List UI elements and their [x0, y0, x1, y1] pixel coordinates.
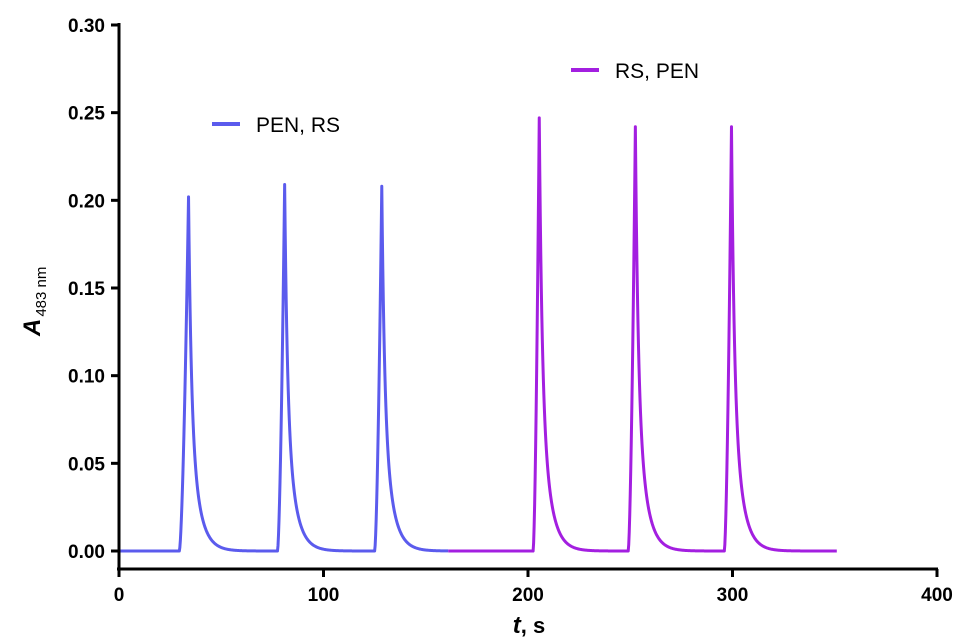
- y-tick-label: 0.20: [68, 191, 105, 212]
- y-axis-subscript: 483 nm: [33, 267, 50, 317]
- y-axis-title: A 483 nm: [19, 267, 50, 337]
- series-line: [448, 118, 837, 551]
- y-tick-label: 0.10: [68, 367, 105, 388]
- legend: PEN, RS RS, PEN: [212, 60, 699, 137]
- series-line: [119, 185, 448, 551]
- x-tick-label: 200: [512, 585, 544, 606]
- y-tick-label: 0.15: [68, 279, 105, 300]
- series-layer: [119, 118, 837, 551]
- x-tick-label: 100: [308, 585, 340, 606]
- y-tick-label: 0.25: [68, 104, 105, 125]
- x-tick-label: 400: [921, 585, 953, 606]
- x-axis-title: t, s: [513, 612, 545, 639]
- x-axis-unit: , s: [521, 613, 545, 638]
- y-ticks: 0.00 0.05 0.10 0.15 0.20 0.25 0.30: [68, 16, 119, 563]
- y-axis-variable: A: [19, 319, 46, 337]
- legend-label: RS, PEN: [615, 60, 699, 83]
- y-tick-label: 0.30: [68, 16, 105, 37]
- x-tick-label: 300: [717, 585, 749, 606]
- legend-entry: RS, PEN: [571, 60, 699, 83]
- legend-entry: PEN, RS: [212, 114, 340, 137]
- y-tick-label: 0.00: [68, 542, 105, 563]
- x-ticks: 0 100 200 300 400: [114, 569, 953, 606]
- legend-label: PEN, RS: [256, 114, 340, 137]
- y-tick-label: 0.05: [68, 454, 105, 475]
- x-tick-label: 0: [114, 585, 125, 606]
